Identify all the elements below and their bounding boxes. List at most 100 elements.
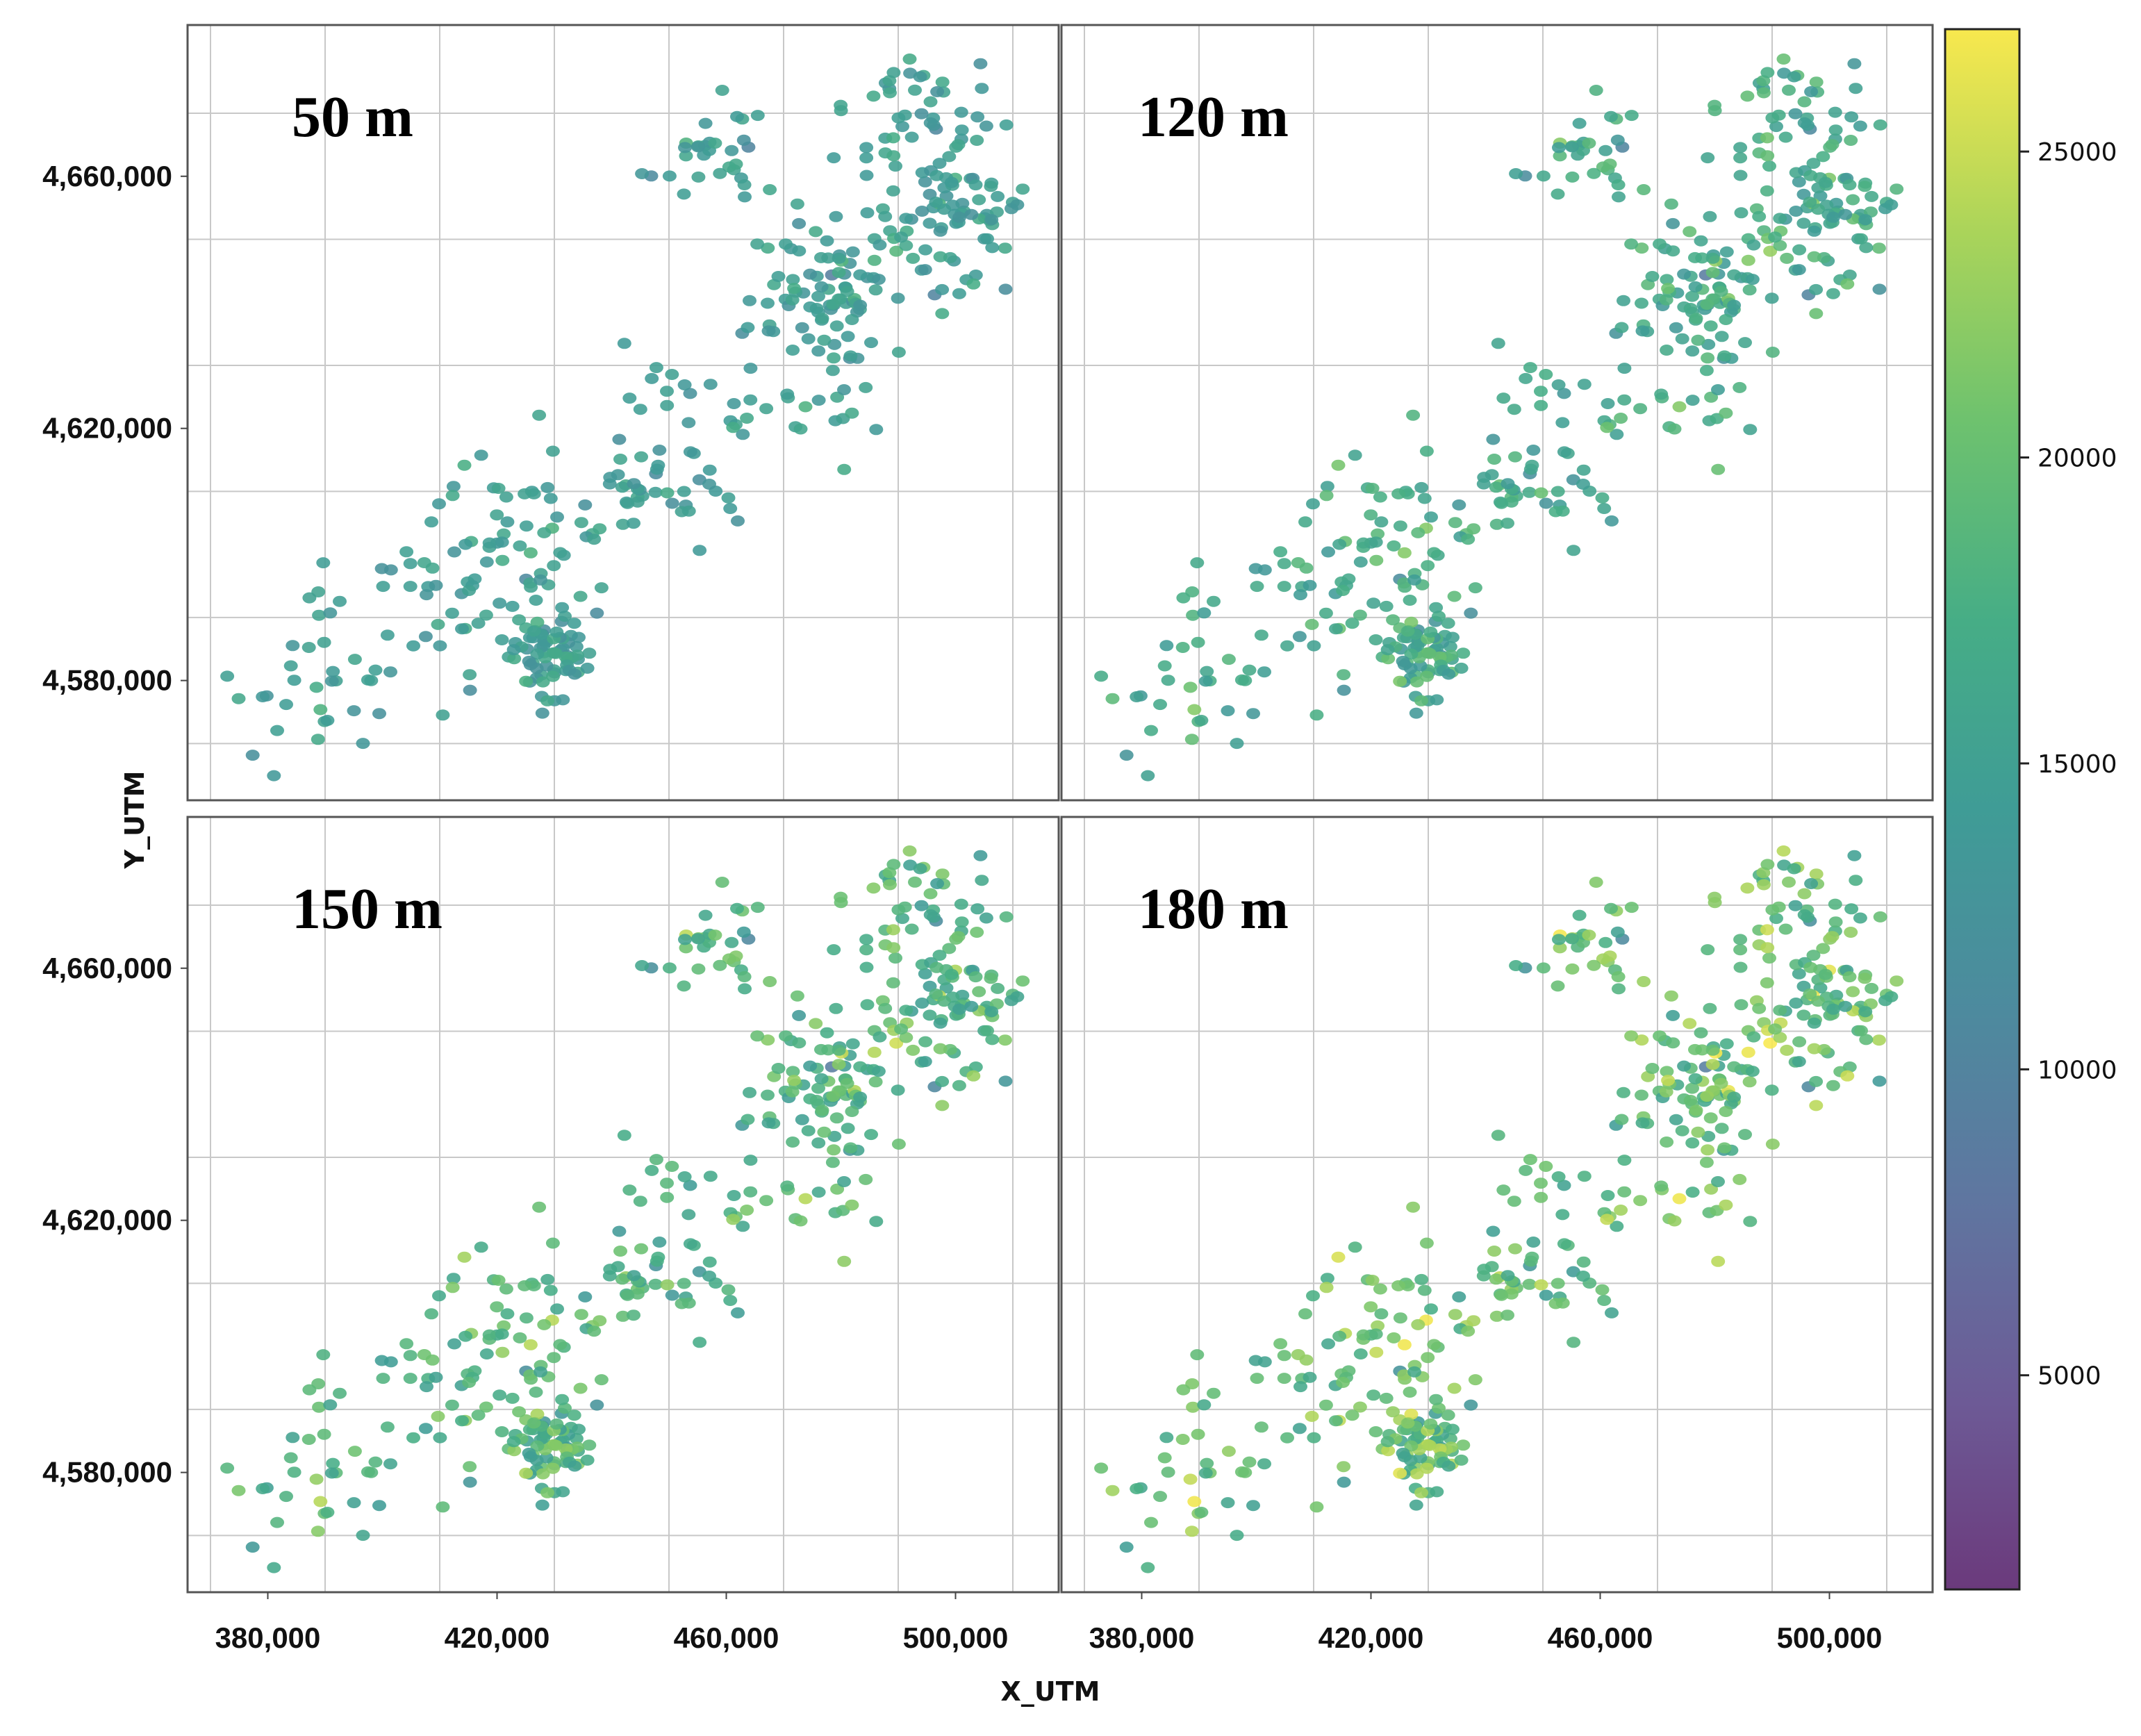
data-point xyxy=(1807,1043,1821,1055)
data-point xyxy=(1461,1325,1475,1337)
data-point xyxy=(1447,1382,1462,1394)
data-point xyxy=(399,546,414,558)
data-point xyxy=(457,1251,472,1263)
data-point xyxy=(660,1191,675,1203)
data-point xyxy=(1675,1125,1689,1136)
data-point xyxy=(815,313,829,324)
data-point xyxy=(1557,446,1571,458)
data-point xyxy=(1664,198,1678,210)
data-point xyxy=(1387,540,1401,552)
data-point xyxy=(929,197,943,208)
data-point xyxy=(347,1497,361,1509)
data-point xyxy=(1844,111,1859,123)
data-point xyxy=(786,274,800,286)
data-point xyxy=(1685,395,1700,406)
data-point xyxy=(1345,618,1359,629)
data-point xyxy=(580,1454,595,1466)
data-point xyxy=(790,990,804,1002)
data-point xyxy=(1719,246,1734,258)
data-point xyxy=(323,1399,338,1411)
data-point xyxy=(1840,1070,1855,1082)
data-point xyxy=(1246,708,1260,720)
data-point xyxy=(1242,664,1257,676)
data-point xyxy=(750,1030,765,1042)
y-tick-label: 4,620,000 xyxy=(42,1204,172,1237)
data-point xyxy=(471,1410,486,1421)
data-point xyxy=(1507,1196,1521,1207)
data-point xyxy=(1818,176,1833,188)
data-point xyxy=(1703,210,1717,222)
data-point xyxy=(1818,968,1833,980)
data-point xyxy=(543,1284,558,1296)
data-point xyxy=(1740,882,1755,894)
data-point xyxy=(895,121,909,133)
data-point xyxy=(537,1318,552,1330)
data-point xyxy=(1760,942,1775,954)
data-point xyxy=(1522,1278,1537,1290)
data-point xyxy=(1765,1139,1780,1150)
data-point xyxy=(702,479,716,490)
data-point xyxy=(645,372,659,384)
data-point xyxy=(1452,499,1466,511)
data-point xyxy=(1393,1467,1407,1479)
data-point xyxy=(1617,363,1632,374)
data-point xyxy=(1773,1005,1787,1016)
data-point xyxy=(1386,1406,1400,1418)
data-point xyxy=(1635,242,1649,254)
data-point xyxy=(1175,1434,1190,1445)
data-point xyxy=(1567,545,1581,556)
data-point xyxy=(539,660,554,672)
data-point xyxy=(1184,1526,1199,1537)
data-point xyxy=(750,110,765,122)
data-point xyxy=(1187,704,1202,716)
data-point xyxy=(829,320,844,332)
data-point xyxy=(923,1009,937,1021)
data-point xyxy=(1306,498,1320,510)
data-point xyxy=(505,1392,520,1404)
data-point xyxy=(1745,1066,1760,1077)
data-point xyxy=(1119,1541,1134,1553)
data-point xyxy=(834,99,848,111)
data-point xyxy=(1446,631,1460,643)
data-point xyxy=(429,579,443,591)
data-point xyxy=(803,268,818,280)
data-point xyxy=(493,597,507,609)
data-point xyxy=(1489,1273,1503,1285)
data-point xyxy=(549,647,563,659)
data-point xyxy=(1364,1301,1378,1313)
data-point xyxy=(286,1432,300,1444)
data-point xyxy=(615,518,630,530)
data-point xyxy=(1441,668,1456,680)
data-point xyxy=(1257,666,1271,678)
data-point xyxy=(543,493,558,504)
data-point xyxy=(1771,109,1786,121)
data-point xyxy=(431,1410,445,1422)
data-point xyxy=(420,589,433,601)
data-point xyxy=(1501,518,1514,529)
data-point xyxy=(736,1221,750,1232)
data-point xyxy=(660,487,675,499)
data-point xyxy=(1305,1410,1319,1422)
data-point xyxy=(730,902,744,914)
data-point xyxy=(1752,210,1767,222)
data-point xyxy=(1191,636,1205,648)
data-point xyxy=(845,246,860,258)
data-point xyxy=(1421,1352,1435,1364)
data-point xyxy=(1701,1144,1715,1156)
data-point xyxy=(279,699,293,711)
data-point xyxy=(1708,99,1722,111)
data-point xyxy=(1197,607,1212,619)
data-point xyxy=(1432,1403,1446,1414)
data-point xyxy=(1141,770,1155,782)
data-point xyxy=(1144,725,1158,736)
data-point xyxy=(1534,1279,1548,1291)
data-point xyxy=(999,911,1014,923)
data-point xyxy=(809,1095,824,1106)
data-point xyxy=(1186,1401,1200,1413)
data-point xyxy=(1796,217,1811,229)
data-point xyxy=(1760,924,1774,936)
data-point xyxy=(913,863,927,875)
data-point xyxy=(1577,379,1592,390)
data-point xyxy=(944,176,959,188)
data-point xyxy=(518,488,532,499)
